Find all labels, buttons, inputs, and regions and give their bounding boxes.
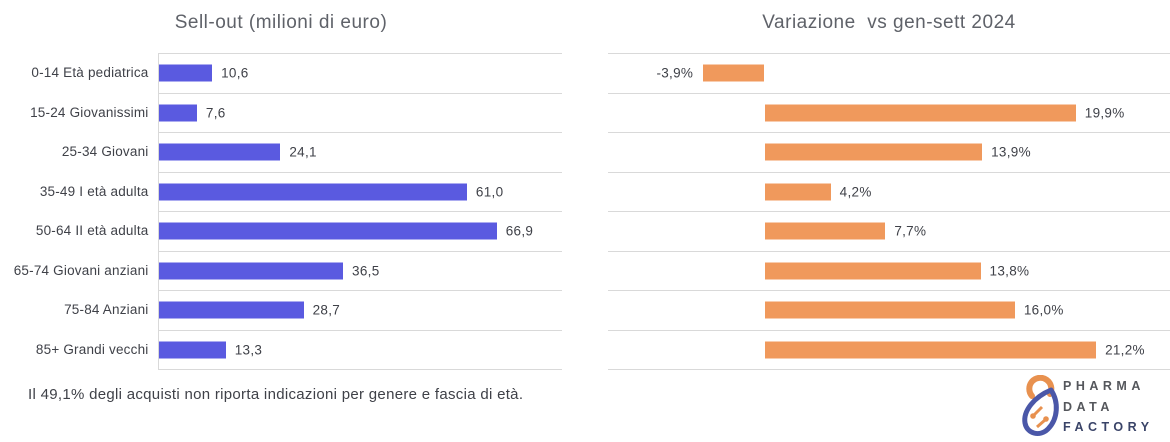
- bar: [158, 104, 197, 122]
- sellout-chart-plot: 10,6 0-14 Età pediatrica 7,6 15-24 Giovanis…: [0, 53, 562, 370]
- chart-row: 28,7: [157, 290, 562, 330]
- bar: [158, 262, 344, 280]
- value-label: 21,2%: [1105, 342, 1145, 358]
- footnote-text: Il 49,1% degli acquisti non riporta indi…: [28, 386, 524, 403]
- chart-row: 7,7%: [608, 211, 1170, 251]
- chart-row: 21,2%: [608, 329, 1170, 370]
- variation-chart-plot: -3,9% 19,9% 13,9% 4,2% 7,7% 13,8% 16,0% 21,2%: [608, 53, 1170, 370]
- bar: [158, 143, 281, 161]
- category-label: 75-84 Anziani: [64, 302, 149, 317]
- value-label: 66,9: [505, 223, 534, 239]
- value-label: 4,2%: [839, 184, 872, 200]
- logo-word-factory: FACTORY: [1063, 420, 1154, 434]
- bar: [765, 301, 1015, 319]
- bar: [158, 301, 304, 319]
- bar: [765, 222, 886, 240]
- chart-row: 16,0%: [608, 290, 1170, 330]
- chart-row: 61,0: [157, 171, 562, 212]
- y-axis-line: [157, 53, 159, 370]
- value-label: 13,9%: [991, 144, 1031, 160]
- chart-row: 66,9: [157, 211, 562, 251]
- value-label: 24,1: [289, 144, 317, 160]
- bar: [765, 262, 981, 280]
- chart-row: 13,9%: [608, 132, 1170, 172]
- chart-row: 10,6: [157, 53, 562, 93]
- pdf-logo-icon: [1022, 375, 1059, 437]
- value-label: 61,0: [475, 184, 504, 200]
- category-label: 85+ Grandi vecchi: [35, 341, 149, 357]
- pharma-data-factory-logo: PHARMA DATA FACTORY: [1020, 374, 1170, 440]
- bar: [765, 341, 1097, 359]
- bar: [765, 183, 831, 201]
- pdf-logo-wordmark: PHARMA DATA FACTORY: [1063, 376, 1154, 438]
- bar: [703, 64, 765, 82]
- sellout-chart-title: Sell-out (milioni di euro): [174, 12, 388, 33]
- category-label: 0-14 Età pediatrica: [31, 65, 149, 80]
- gridline: [608, 369, 1170, 370]
- bar: [158, 222, 497, 240]
- value-label: 10,6: [221, 65, 249, 81]
- value-label: 13,8%: [989, 263, 1030, 279]
- value-label: 28,7: [312, 302, 341, 318]
- bar: [765, 104, 1076, 122]
- bar: [765, 143, 983, 161]
- chart-row: 36,5: [157, 250, 562, 291]
- value-label: 19,9%: [1084, 105, 1125, 121]
- gridline: [157, 369, 562, 370]
- bar: [158, 64, 213, 82]
- category-label: 65-74 Giovani anziani: [13, 262, 149, 278]
- category-label: 50-64 II età adulta: [35, 223, 149, 238]
- chart-row: 13,3: [157, 329, 562, 370]
- value-label: 7,7%: [894, 223, 927, 239]
- variation-chart-title: Variazione vs gen-sett 2024: [762, 12, 1016, 33]
- value-label: 7,6: [205, 105, 226, 121]
- value-label: -3,9%: [656, 65, 694, 81]
- chart-row: 7,6: [157, 92, 562, 133]
- value-label: 16,0%: [1023, 302, 1064, 318]
- chart-row: 24,1: [157, 132, 562, 172]
- category-label: 15-24 Giovanissimi: [30, 104, 149, 120]
- chart-row: 13,8%: [608, 250, 1170, 291]
- category-label: 35-49 I età adulta: [39, 183, 149, 199]
- logo-word-pharma: PHARMA: [1063, 379, 1145, 393]
- value-label: 36,5: [352, 263, 380, 279]
- chart-row: 4,2%: [608, 171, 1170, 212]
- category-label: 25-34 Giovani: [61, 144, 149, 159]
- bar: [158, 183, 467, 201]
- value-label: 13,3: [234, 342, 263, 358]
- chart-row: 19,9%: [608, 92, 1170, 133]
- chart-row: -3,9%: [608, 53, 1170, 93]
- bar: [158, 341, 226, 359]
- logo-word-data: DATA: [1063, 399, 1114, 414]
